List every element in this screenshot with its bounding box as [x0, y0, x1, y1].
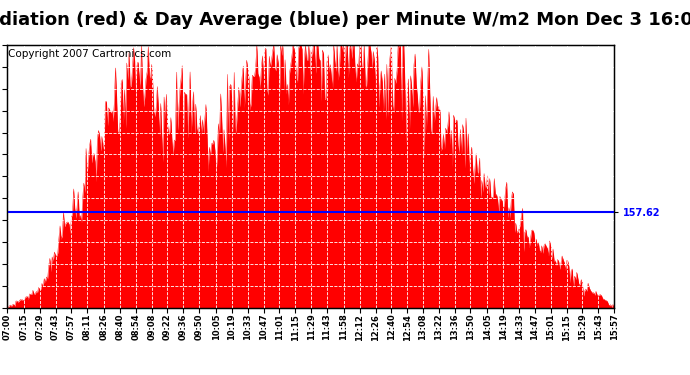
Text: 157.62: 157.62 [0, 207, 1, 216]
Text: Copyright 2007 Cartronics.com: Copyright 2007 Cartronics.com [8, 49, 171, 59]
Text: Solar Radiation (red) & Day Average (blue) per Minute W/m2 Mon Dec 3 16:07: Solar Radiation (red) & Day Average (blu… [0, 11, 690, 29]
